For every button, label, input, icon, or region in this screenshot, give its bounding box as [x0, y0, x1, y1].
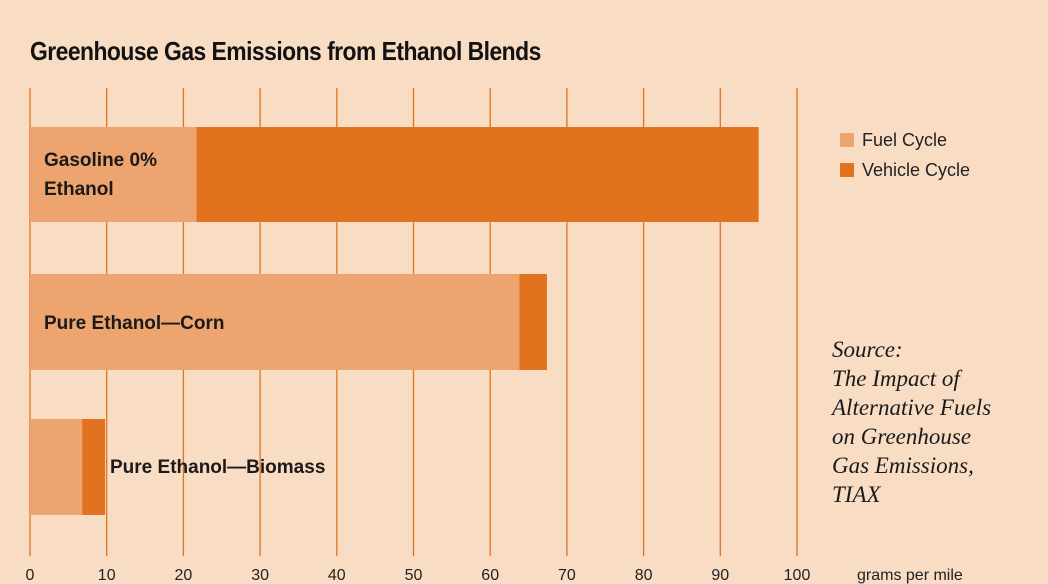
x-tick-label: 20	[175, 567, 193, 584]
x-tick-label: 100	[784, 567, 811, 584]
x-tick-label: 90	[711, 567, 729, 584]
x-tick-label: 0	[26, 567, 35, 584]
chart-title: Greenhouse Gas Emissions from Ethanol Bl…	[30, 36, 541, 66]
bars	[30, 127, 759, 515]
legend-item-fuel-cycle: Fuel Cycle	[840, 125, 970, 155]
x-tick-labels: 0 10 20 30 40 50 60 70 80 90 100	[26, 567, 811, 584]
bar-segment-fuel-cycle	[30, 419, 83, 515]
legend-swatch-vehicle-cycle	[840, 163, 854, 177]
x-tick-label: 40	[328, 567, 346, 584]
category-label: Gasoline 0% Ethanol	[44, 150, 157, 200]
category-label: Pure Ethanol—Biomass	[110, 457, 325, 478]
bar-segment-vehicle-cycle	[82, 419, 106, 515]
x-tick-label: 50	[405, 567, 423, 584]
legend-swatch-fuel-cycle	[840, 133, 854, 147]
source-citation: Source: The Impact of Alternative Fuels …	[832, 337, 992, 507]
legend-label-fuel-cycle: Fuel Cycle	[862, 129, 948, 150]
x-tick-label: 10	[98, 567, 116, 584]
x-tick-label: 80	[635, 567, 653, 584]
bar-segment-fuel-cycle	[30, 127, 197, 222]
bar-segment-vehicle-cycle	[519, 274, 547, 370]
legend-item-vehicle-cycle: Vehicle Cycle	[840, 155, 970, 185]
x-tick-label: 60	[481, 567, 499, 584]
x-tick-label: 30	[251, 567, 269, 584]
legend-label-vehicle-cycle: Vehicle Cycle	[862, 159, 971, 180]
bar-segment-vehicle-cycle	[196, 127, 759, 222]
legend: Fuel Cycle Vehicle Cycle	[840, 125, 970, 185]
category-label: Pure Ethanol—Corn	[44, 313, 225, 334]
category-labels: Gasoline 0% Ethanol Pure Ethanol—Corn Pure …	[44, 150, 325, 478]
bar-segment-fuel-cycle	[30, 274, 520, 370]
x-axis-label: grams per mile	[857, 567, 963, 584]
x-tick-label: 70	[558, 567, 576, 584]
